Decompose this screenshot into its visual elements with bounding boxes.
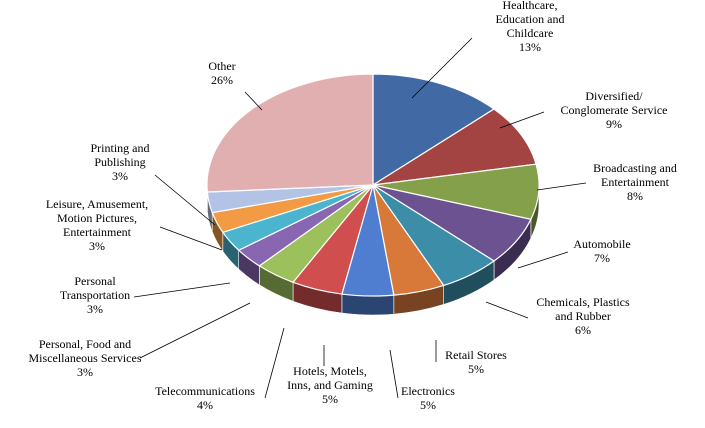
slice-category-label: Retail Stores [445,348,507,362]
leader-lines [133,37,587,399]
slice-category-label: Inns, and Gaming [287,378,373,392]
slice-value-label: 3% [89,239,105,253]
slice-label-9: Personal, Food and Miscellaneous Services… [29,337,142,379]
slice-category-label: Entertainment [63,225,132,239]
pie-slice-0 [372,73,496,187]
slice-label-12: Printing and Publishing 3% [91,141,150,183]
slice-label-7: Hotels, Motels, Inns, and Gaming 5% [287,364,373,406]
leader-line-4 [485,301,529,319]
slice-category-label: Miscellaneous Services [29,351,142,365]
slice-category-label: Childcare [507,26,554,40]
pie-side-6 [341,293,395,316]
slice-category-label: Electronics [401,384,455,398]
slice-category-label: Entertainment [601,175,670,189]
slice-category-label: Automobile [573,237,630,251]
slice-label-10: Personal Transportation 3% [60,274,130,316]
slice-category-label: Chemicals, Plastics [536,295,630,309]
leader-line-3 [517,251,569,269]
slice-value-label: 4% [197,398,213,412]
slice-value-label: 26% [211,73,233,87]
leader-line-0 [411,37,473,99]
leader-line-1 [499,111,545,129]
slice-category-label: Transportation [60,288,130,302]
leader-line-2 [536,182,587,191]
slice-label-1: Diversified/Conglomerate Service 9% [561,89,668,131]
slice-category-label: Healthcare, [503,0,558,12]
slice-category-label: and Rubber [555,309,611,323]
pie-slice-13 [206,73,374,193]
slice-value-label: 8% [627,189,643,203]
slice-category-label: Hotels, Motels, [293,364,367,378]
slice-value-label: 3% [87,302,103,316]
slice-value-label: 6% [575,323,591,337]
slice-label-11: Leisure, Amusement, Motion Pictures, Enter… [46,197,148,253]
slice-category-label: Telecommunications [155,384,255,398]
slice-category-label: Personal [74,274,116,288]
slice-value-label: 13% [519,40,541,54]
leader-line-9 [139,302,251,359]
slice-value-label: 5% [468,362,484,376]
slice-category-label: Personal, Food and [39,337,131,351]
slice-label-8: Telecommunications 4% [155,384,255,412]
slice-label-2: Broadcasting and Entertainment 8% [593,161,677,203]
slice-category-label: Printing and [91,141,150,155]
slice-category-label: Other [208,59,235,73]
leader-line-12 [154,174,216,226]
slice-category-label: Leisure, Amusement, [46,197,148,211]
slice-category-label: Education and [496,12,565,26]
slice-value-label: 5% [420,398,436,412]
slice-value-label: 7% [594,251,610,265]
slice-label-0: Healthcare, Education and Childcare 13% [496,0,565,54]
slice-value-label: 9% [606,117,622,131]
leader-line-11 [159,226,223,251]
slice-value-label: 3% [112,169,128,183]
pie-slice-1 [372,108,537,186]
leader-line-6 [389,349,399,399]
slice-category-label: Publishing [94,155,145,169]
slice-label-6: Electronics 5% [401,384,455,412]
slice-value-label: 3% [77,365,93,379]
pie-top [206,73,540,297]
slice-category-label: Broadcasting and [593,161,677,175]
slice-label-5: Retail Stores 5% [445,348,507,376]
slice-label-13: Other 26% [208,59,235,87]
slice-value-label: 5% [322,392,338,406]
leader-line-13 [244,91,263,111]
slice-category-label: Diversified/ [585,89,643,103]
slice-category-label: Conglomerate Service [561,103,668,117]
leader-line-10 [133,282,231,298]
slice-label-4: Chemicals, Plastics and Rubber 6% [536,295,630,337]
slice-labels: Healthcare, Education and Childcare 13% Dive… [29,0,677,412]
leader-line-8 [264,327,285,399]
slice-category-label: Motion Pictures, [57,211,137,225]
slice-label-3: Automobile 7% [573,237,630,265]
